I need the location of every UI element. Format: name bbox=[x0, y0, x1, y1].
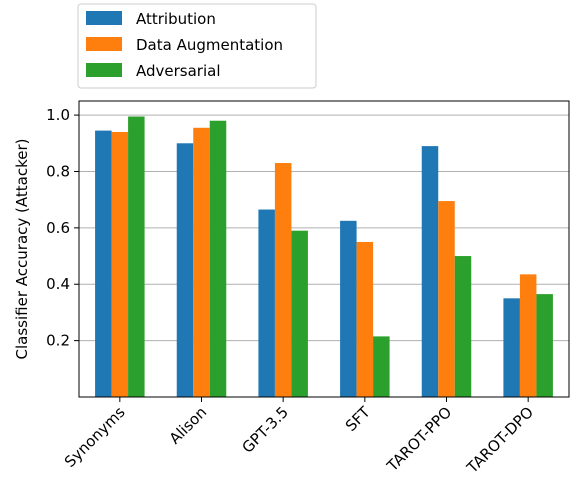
bar-attribution bbox=[258, 209, 275, 397]
bar-attribution bbox=[503, 298, 520, 397]
y-axis-label: Classifier Accuracy (Attacker) bbox=[13, 139, 31, 360]
bar-attribution bbox=[340, 220, 357, 397]
y-tick-label: 0.4 bbox=[46, 275, 70, 293]
legend-frame bbox=[77, 3, 317, 89]
legend-swatch bbox=[86, 11, 122, 25]
legend-swatch bbox=[86, 37, 122, 51]
legend-label: Attribution bbox=[136, 10, 216, 28]
bar-data-augmentation bbox=[356, 241, 374, 397]
legend-label: Data Augmentation bbox=[136, 36, 283, 54]
bar-attribution bbox=[176, 143, 194, 397]
x-tick-label: TAROT-PPO bbox=[383, 403, 456, 476]
legend-swatch bbox=[86, 63, 122, 77]
bar-data-augmentation bbox=[111, 132, 129, 397]
bar-data-augmentation bbox=[193, 127, 210, 398]
bar-attribution bbox=[421, 146, 439, 397]
bar-data-augmentation bbox=[438, 201, 455, 397]
bar-adversarial bbox=[454, 256, 472, 397]
x-tick-label: SFT bbox=[342, 403, 374, 435]
y-tick-label: 0.6 bbox=[46, 219, 70, 237]
bars bbox=[95, 116, 553, 398]
gridlines bbox=[79, 114, 569, 342]
y-tick-label: 0.8 bbox=[46, 162, 70, 180]
bar-adversarial bbox=[291, 230, 308, 397]
x-tick-label: GPT-3.5 bbox=[238, 403, 292, 457]
y-axis-ticks: 0.2 0.4 0.6 0.8 1.0 bbox=[46, 106, 79, 350]
bar-adversarial bbox=[209, 120, 227, 397]
bar-adversarial bbox=[536, 294, 553, 397]
legend: Attribution Data Augmentation Adversarial bbox=[77, 3, 317, 89]
legend-label: Adversarial bbox=[136, 62, 221, 80]
x-axis-ticks: Synonyms Alison GPT-3.5 SFT TAROT-PPO TAROT-D… bbox=[61, 397, 537, 477]
x-tick-label: Alison bbox=[166, 403, 211, 448]
bar-adversarial bbox=[128, 116, 145, 397]
plot-frame bbox=[78, 100, 570, 398]
y-tick-label: 0.2 bbox=[46, 332, 70, 350]
x-tick-label: TAROT-DPO bbox=[463, 403, 537, 477]
bar-attribution bbox=[95, 130, 112, 397]
bar-adversarial bbox=[373, 336, 390, 397]
bar-data-augmentation bbox=[274, 163, 292, 397]
y-tick-label: 1.0 bbox=[46, 106, 70, 124]
x-tick-label: Synonyms bbox=[61, 403, 129, 471]
bar-data-augmentation bbox=[519, 274, 537, 397]
